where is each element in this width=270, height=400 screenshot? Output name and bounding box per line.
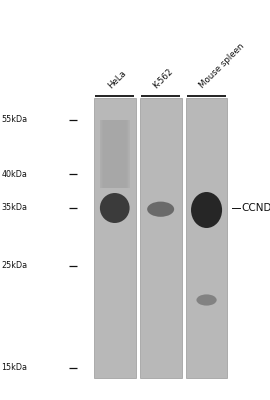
Bar xyxy=(103,120,126,188)
Text: K-562: K-562 xyxy=(151,66,175,90)
Bar xyxy=(186,98,228,378)
Text: 55kDa: 55kDa xyxy=(1,116,28,124)
Ellipse shape xyxy=(147,202,174,217)
Bar xyxy=(94,98,136,378)
Bar xyxy=(100,120,130,188)
Text: 35kDa: 35kDa xyxy=(1,204,27,212)
Ellipse shape xyxy=(100,193,130,223)
Bar xyxy=(101,120,129,188)
Text: 40kDa: 40kDa xyxy=(1,170,27,178)
Text: 25kDa: 25kDa xyxy=(1,262,28,270)
Text: Mouse spleen: Mouse spleen xyxy=(197,42,246,90)
Bar xyxy=(102,120,127,188)
Bar xyxy=(104,120,126,188)
Bar xyxy=(100,120,130,188)
Text: 15kDa: 15kDa xyxy=(1,364,27,372)
Text: HeLa: HeLa xyxy=(106,68,127,90)
Bar xyxy=(140,98,181,378)
Bar xyxy=(103,120,127,188)
Bar xyxy=(100,120,129,188)
Ellipse shape xyxy=(191,192,222,228)
Bar xyxy=(102,120,128,188)
Text: CCND3: CCND3 xyxy=(242,203,270,213)
Ellipse shape xyxy=(197,294,217,306)
